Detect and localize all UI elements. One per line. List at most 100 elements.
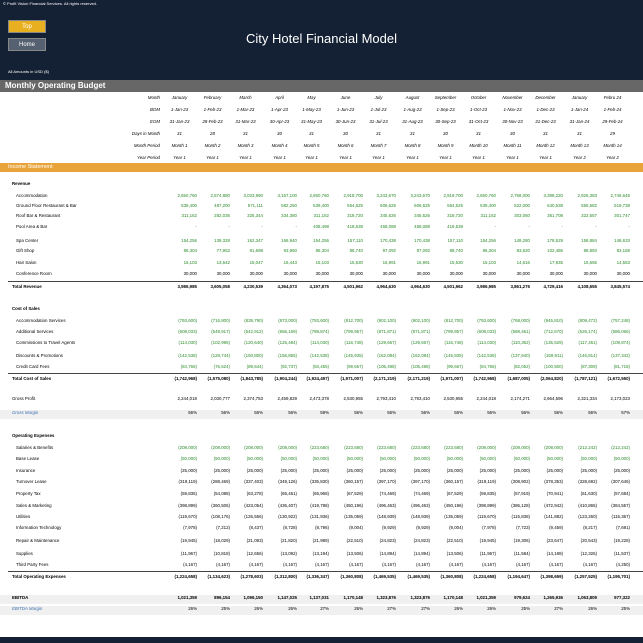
row-cell[interactable]: 2,650,760 <box>476 193 496 198</box>
row-cell[interactable]: (162,084) <box>377 353 396 358</box>
row-cell[interactable]: (397,170) <box>411 479 430 484</box>
row-cell[interactable]: (319,119) <box>477 479 496 484</box>
row-cell[interactable]: (386,128) <box>511 503 530 508</box>
row-cell[interactable]: 4,230,539 <box>243 284 263 289</box>
row-cell[interactable]: 977,322 <box>614 595 630 600</box>
row-cell[interactable]: - <box>195 224 197 229</box>
row-cell[interactable]: - <box>595 224 597 229</box>
row-cell[interactable]: (50,000) <box>246 456 263 461</box>
row-cell[interactable]: (788,874) <box>310 329 329 334</box>
row-cell[interactable]: (549,917) <box>211 329 230 334</box>
row-cell[interactable]: (76,624) <box>213 364 230 369</box>
row-cell[interactable]: (436,407) <box>278 503 297 508</box>
row-cell[interactable]: 17,935 <box>549 260 563 265</box>
row-cell[interactable]: 102,486 <box>547 248 563 253</box>
row-cell[interactable]: (99,667) <box>346 364 363 369</box>
row-cell[interactable]: (716,800) <box>211 318 230 323</box>
row-cell[interactable]: (360,506) <box>211 503 230 508</box>
row-cell[interactable]: 30,000 <box>516 271 530 276</box>
row-cell[interactable]: 15,530 <box>349 260 363 265</box>
row-cell[interactable]: 2,758,000 <box>510 193 530 198</box>
row-cell[interactable]: 88,740 <box>449 248 463 253</box>
row-cell[interactable]: (1,742,968) <box>473 376 496 381</box>
row-cell[interactable]: (116,748) <box>444 340 463 345</box>
home-button[interactable]: Home <box>8 38 46 51</box>
row-cell[interactable]: 14,553 <box>616 260 630 265</box>
row-cell[interactable]: 56% <box>221 410 230 415</box>
row-cell[interactable]: 458,088 <box>414 224 430 229</box>
row-cell[interactable]: (410,865) <box>578 503 597 508</box>
row-cell[interactable]: 30,000 <box>449 271 463 276</box>
row-cell[interactable]: (57,684) <box>613 491 630 496</box>
row-cell[interactable]: (169,911) <box>544 353 563 358</box>
row-cell[interactable]: (1,971,007) <box>440 376 463 381</box>
row-cell[interactable]: 149,280 <box>514 238 530 243</box>
row-cell[interactable]: (809,472) <box>578 318 597 323</box>
row-cell[interactable]: (93,455) <box>312 364 329 369</box>
row-cell[interactable]: (902,100) <box>411 318 430 323</box>
row-cell[interactable]: 1,021,359 <box>476 595 496 600</box>
row-cell[interactable]: (4,167) <box>549 562 563 567</box>
row-cell[interactable]: (496,463) <box>411 503 430 508</box>
row-cell[interactable]: 16,047 <box>249 260 263 265</box>
row-cell[interactable]: 3,157,100 <box>277 193 297 198</box>
row-cell[interactable]: (25,000) <box>580 468 597 473</box>
row-cell[interactable]: 3,243,670 <box>410 193 430 198</box>
row-cell[interactable]: 4,108,655 <box>577 284 597 289</box>
row-cell[interactable]: (1,924,497) <box>306 376 329 381</box>
row-cell[interactable]: (114,030) <box>477 340 496 345</box>
row-cell[interactable]: (4,167) <box>216 562 230 567</box>
row-cell[interactable]: 83,520 <box>516 248 530 253</box>
row-cell[interactable]: (4,167) <box>583 562 597 567</box>
row-cell[interactable]: (135,059) <box>344 514 363 519</box>
row-cell[interactable]: (20,543) <box>580 538 597 543</box>
row-cell[interactable]: (1,787,121) <box>574 376 597 381</box>
row-cell[interactable]: 1,323,876 <box>410 595 430 600</box>
row-cell[interactable]: (1,687,005) <box>507 376 530 381</box>
row-cell[interactable]: (757,248) <box>611 318 630 323</box>
row-cell[interactable]: 554,625 <box>447 203 463 208</box>
row-cell[interactable]: (148,939) <box>411 514 430 519</box>
row-cell[interactable]: (945,810) <box>544 318 563 323</box>
row-cell[interactable]: (22,510) <box>346 538 363 543</box>
row-cell[interactable]: (13,506) <box>346 551 363 556</box>
row-cell[interactable]: (4,167) <box>283 562 297 567</box>
row-cell[interactable]: (7,978) <box>482 525 496 530</box>
row-cell[interactable]: 322,557 <box>581 213 597 218</box>
row-cell[interactable]: (208,000) <box>211 445 230 450</box>
row-cell[interactable]: 2,793,410 <box>376 396 396 401</box>
row-cell[interactable]: (137,940) <box>511 353 530 358</box>
row-cell[interactable]: (4,250) <box>616 562 630 567</box>
row-cell[interactable]: (450,196) <box>444 503 463 508</box>
row-cell[interactable]: (656,169) <box>278 329 297 334</box>
row-cell[interactable]: (89,644) <box>246 364 263 369</box>
row-cell[interactable]: (25,000) <box>312 468 329 473</box>
row-cell[interactable]: (142,538) <box>178 353 197 358</box>
row-cell[interactable]: (25,000) <box>513 468 530 473</box>
row-cell[interactable]: (25,000) <box>379 468 396 473</box>
row-cell[interactable]: (4,167) <box>516 562 530 567</box>
row-cell[interactable]: 555,582 <box>581 203 597 208</box>
row-cell[interactable]: (4,167) <box>183 562 197 567</box>
row-cell[interactable]: (142,538) <box>477 353 496 358</box>
row-cell[interactable]: (1,224,658) <box>174 574 197 579</box>
row-cell[interactable]: (21,820) <box>280 538 297 543</box>
row-cell[interactable]: (871,871) <box>377 329 396 334</box>
row-cell[interactable]: (1,134,623) <box>207 574 230 579</box>
row-cell[interactable]: (1,257,525) <box>574 574 597 579</box>
row-cell[interactable]: 30,000 <box>183 271 197 276</box>
row-cell[interactable]: (712,670) <box>544 329 563 334</box>
row-cell[interactable]: 30,000 <box>382 271 396 276</box>
row-cell[interactable]: (115,367) <box>611 514 630 519</box>
row-cell[interactable]: (150,800) <box>244 353 263 358</box>
row-cell[interactable]: 30,000 <box>349 271 363 276</box>
row-cell[interactable]: (586,066) <box>611 329 630 334</box>
row-cell[interactable]: 154,256 <box>181 238 197 243</box>
row-cell[interactable]: 3,861,276 <box>510 284 530 289</box>
row-cell[interactable]: (25,000) <box>280 468 297 473</box>
row-cell[interactable]: (2,171,219) <box>407 376 430 381</box>
row-cell[interactable]: 26% <box>188 606 197 611</box>
row-cell[interactable]: 27% <box>320 606 329 611</box>
row-cell[interactable]: (12,656) <box>246 551 263 556</box>
row-cell[interactable]: (288,469) <box>211 479 230 484</box>
